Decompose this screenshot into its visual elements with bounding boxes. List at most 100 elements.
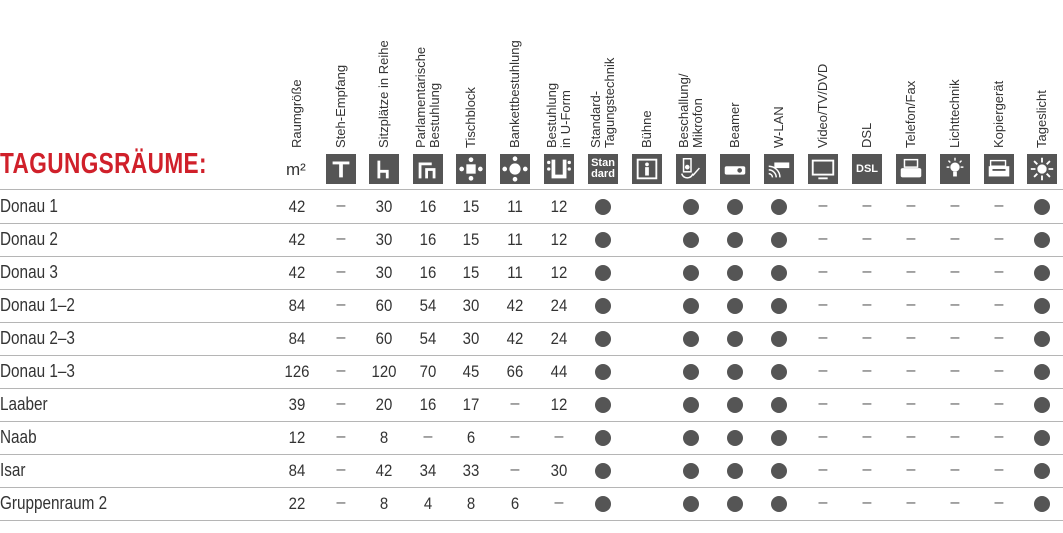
available-dot xyxy=(1034,265,1050,281)
available-dot xyxy=(727,430,743,446)
available-dot xyxy=(771,397,787,413)
unavailable-dash: – xyxy=(862,494,872,511)
capacity-value: 16 xyxy=(419,197,437,216)
table-row: Naab 12 – 8 – 6 – – – – – – – xyxy=(0,421,1063,454)
column-header-dsl: DSL xyxy=(859,123,874,148)
available-dot xyxy=(1034,364,1050,380)
available-dot xyxy=(683,298,699,314)
room-name: Donau 1 xyxy=(0,196,58,216)
standard-icon: Stan dard xyxy=(588,154,618,184)
capacity-value: 60 xyxy=(375,329,393,348)
column-header-standard: Standard- Tagungstechnik xyxy=(588,58,617,148)
available-dot xyxy=(683,496,699,512)
available-dot xyxy=(771,199,787,215)
unavailable-dash: – xyxy=(554,494,564,511)
unavailable-dash: – xyxy=(950,263,960,280)
column-header-line: Beamer xyxy=(727,102,742,148)
capacity-value: 17 xyxy=(462,395,480,414)
unavailable-dash: – xyxy=(336,296,346,313)
row-divider xyxy=(0,256,1063,257)
available-dot xyxy=(683,430,699,446)
unavailable-dash: – xyxy=(906,296,916,313)
available-dot xyxy=(771,430,787,446)
column-header-parl: Parlamentarische Bestuhlung xyxy=(413,46,442,148)
available-dot xyxy=(595,331,611,347)
unavailable-dash: – xyxy=(336,329,346,346)
table-row: Donau 2 42 – 30 16 15 11 12 – – – – – xyxy=(0,223,1063,256)
capacity-value: 12 xyxy=(550,395,568,414)
capacity-value: 15 xyxy=(462,197,480,216)
icon-label-line: dard xyxy=(591,168,615,180)
column-header-uform: Bestuhlung in U-Form xyxy=(544,83,573,148)
available-dot xyxy=(727,232,743,248)
sun-icon xyxy=(1027,154,1057,184)
column-header-line: Raumgröße xyxy=(289,79,304,148)
unavailable-dash: – xyxy=(862,362,872,379)
capacity-value: 22 xyxy=(288,494,306,513)
speaker-microphone-icon xyxy=(676,154,706,184)
capacity-value: 44 xyxy=(550,362,568,381)
capacity-value: 8 xyxy=(466,494,476,513)
unavailable-dash: – xyxy=(423,428,433,445)
table-row: Donau 3 42 – 30 16 15 11 12 – – – – – xyxy=(0,256,1063,289)
capacity-value: 8 xyxy=(379,494,389,513)
capacity-value: 42 xyxy=(506,296,524,315)
column-header-telefon: Telefon/Fax xyxy=(903,81,918,148)
capacity-value: 45 xyxy=(462,362,480,381)
unavailable-dash: – xyxy=(950,428,960,445)
column-header-steh: Steh-Empfang xyxy=(333,65,348,148)
available-dot xyxy=(727,463,743,479)
column-header-line: Lichttechnik xyxy=(947,79,962,148)
unavailable-dash: – xyxy=(950,461,960,478)
available-dot xyxy=(1034,463,1050,479)
table-row: Laaber 39 – 20 16 17 – 12 – – – – – xyxy=(0,388,1063,421)
available-dot xyxy=(1034,298,1050,314)
unavailable-dash: – xyxy=(818,230,828,247)
unavailable-dash: – xyxy=(950,197,960,214)
available-dot xyxy=(595,397,611,413)
light-bulb-icon xyxy=(940,154,970,184)
capacity-value: 12 xyxy=(288,428,306,447)
unavailable-dash: – xyxy=(336,230,346,247)
standing-table-icon xyxy=(326,154,356,184)
unavailable-dash: – xyxy=(818,296,828,313)
column-header-line: in U-Form xyxy=(558,90,573,148)
table-row: Isar 84 – 42 34 33 – 30 – – – – – xyxy=(0,454,1063,487)
tv-icon xyxy=(808,154,838,184)
unavailable-dash: – xyxy=(818,461,828,478)
unavailable-dash: – xyxy=(906,362,916,379)
unavailable-dash: – xyxy=(950,230,960,247)
capacity-value: 24 xyxy=(550,296,568,315)
row-divider xyxy=(0,289,1063,290)
unavailable-dash: – xyxy=(906,428,916,445)
room-name: Gruppenraum 2 xyxy=(0,493,108,513)
available-dot xyxy=(1034,232,1050,248)
available-dot xyxy=(771,496,787,512)
column-header-beschallung: Beschallung/Mikrofon xyxy=(676,74,705,148)
available-dot xyxy=(595,430,611,446)
unavailable-dash: – xyxy=(818,362,828,379)
available-dot xyxy=(727,331,743,347)
parliament-seating-icon xyxy=(413,154,443,184)
column-header-line: Bühne xyxy=(639,110,654,148)
capacity-value: 84 xyxy=(288,296,306,315)
column-header-line: Mikrofon xyxy=(690,98,705,148)
unavailable-dash: – xyxy=(336,461,346,478)
table-row: Gruppenraum 2 22 – 8 4 8 6 – – – – – – xyxy=(0,487,1063,520)
available-dot xyxy=(771,298,787,314)
capacity-value: 16 xyxy=(419,230,437,249)
unavailable-dash: – xyxy=(336,197,346,214)
unavailable-dash: – xyxy=(906,494,916,511)
capacity-value: 70 xyxy=(419,362,437,381)
capacity-value: 42 xyxy=(288,197,306,216)
u-shape-icon xyxy=(544,154,574,184)
unavailable-dash: – xyxy=(510,461,520,478)
unavailable-dash: – xyxy=(862,395,872,412)
column-header-line: Parlamentarische xyxy=(413,46,428,148)
unavailable-dash: – xyxy=(906,329,916,346)
capacity-value: 4 xyxy=(423,494,433,513)
unavailable-dash: – xyxy=(862,263,872,280)
fax-icon xyxy=(896,154,926,184)
available-dot xyxy=(1034,397,1050,413)
unavailable-dash: – xyxy=(994,494,1004,511)
